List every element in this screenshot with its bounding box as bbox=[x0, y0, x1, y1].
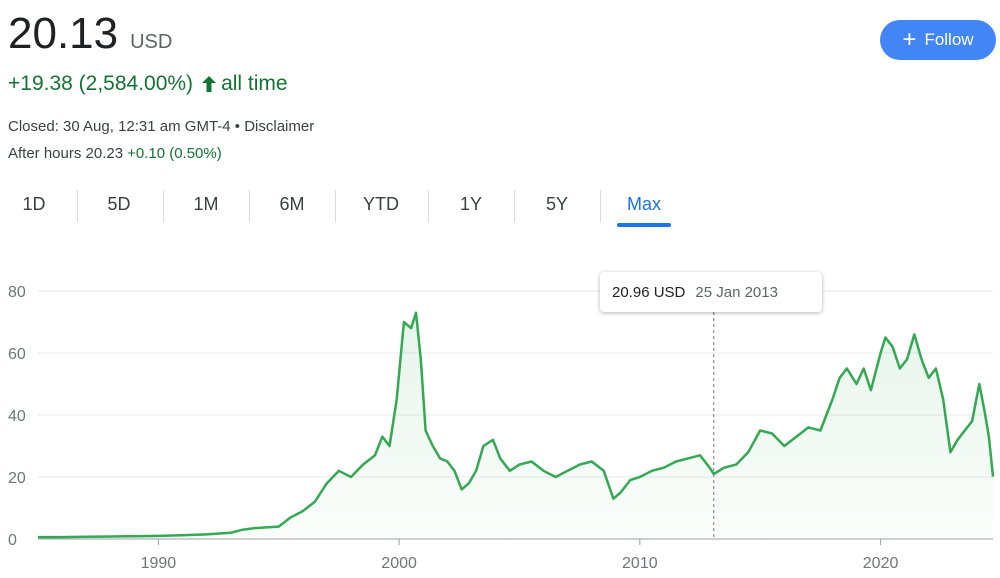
tab-divider bbox=[600, 190, 601, 222]
change-row: +19.38 (2,584.00%) all time bbox=[8, 72, 288, 96]
tooltip-date: 25 Jan 2013 bbox=[695, 283, 778, 301]
plus-icon: + bbox=[902, 26, 917, 53]
tab-max[interactable]: Max bbox=[626, 194, 661, 214]
arrow-up-icon bbox=[202, 76, 217, 92]
after-hours-label: After hours 20.23 bbox=[8, 145, 124, 162]
tab-1y[interactable]: 1Y bbox=[459, 194, 483, 214]
y-tick-label: 80 bbox=[8, 284, 26, 301]
series-line bbox=[38, 311, 995, 539]
tab-divider bbox=[163, 190, 164, 222]
tooltip-price: 20.96 USD bbox=[612, 283, 686, 301]
tab-divider bbox=[428, 190, 429, 222]
currency-label: USD bbox=[130, 31, 173, 53]
hover-tooltip: 20.96 USD 25 Jan 2013 bbox=[600, 272, 822, 312]
x-tick-label: 2000 bbox=[381, 555, 417, 572]
tab-1d[interactable]: 1D bbox=[22, 194, 46, 214]
tab-ytd[interactable]: YTD bbox=[363, 194, 399, 214]
price-chart[interactable]: 0 20 40 60 80 1990 2000 2010 2020 bbox=[0, 240, 1000, 578]
x-tick-label: 1990 bbox=[141, 555, 177, 572]
tab-6m[interactable]: 6M bbox=[279, 194, 305, 214]
x-tick-label: 2020 bbox=[863, 555, 899, 572]
active-tab-indicator bbox=[617, 223, 671, 227]
y-tick-label: 20 bbox=[8, 470, 26, 487]
price-row: 20.13 USD bbox=[8, 8, 172, 60]
tab-divider bbox=[249, 190, 250, 222]
change-period: all time bbox=[221, 72, 288, 95]
tab-divider bbox=[514, 190, 515, 222]
series-area-fill bbox=[38, 312, 993, 539]
price-change: +19.38 (2,584.00%) bbox=[8, 72, 194, 95]
tab-divider bbox=[77, 190, 78, 222]
tab-5d[interactable]: 5D bbox=[107, 194, 131, 214]
y-tick-label: 60 bbox=[8, 346, 26, 363]
tab-divider bbox=[335, 190, 336, 222]
current-price: 20.13 bbox=[8, 9, 119, 58]
after-hours-change: +0.10 (0.50%) bbox=[127, 145, 222, 162]
y-tick-label: 40 bbox=[8, 408, 26, 425]
follow-button-label: Follow bbox=[924, 30, 974, 49]
x-tick-label: 2010 bbox=[622, 555, 658, 572]
y-tick-label: 0 bbox=[8, 532, 17, 549]
tab-5y[interactable]: 5Y bbox=[545, 194, 569, 214]
after-hours-row: After hours 20.23 +0.10 (0.50%) bbox=[8, 145, 222, 162]
closed-status: Closed: 30 Aug, 12:31 am GMT-4 • Disclai… bbox=[8, 118, 315, 135]
tab-1m[interactable]: 1M bbox=[193, 194, 219, 214]
follow-button[interactable]: + Follow bbox=[880, 20, 996, 60]
